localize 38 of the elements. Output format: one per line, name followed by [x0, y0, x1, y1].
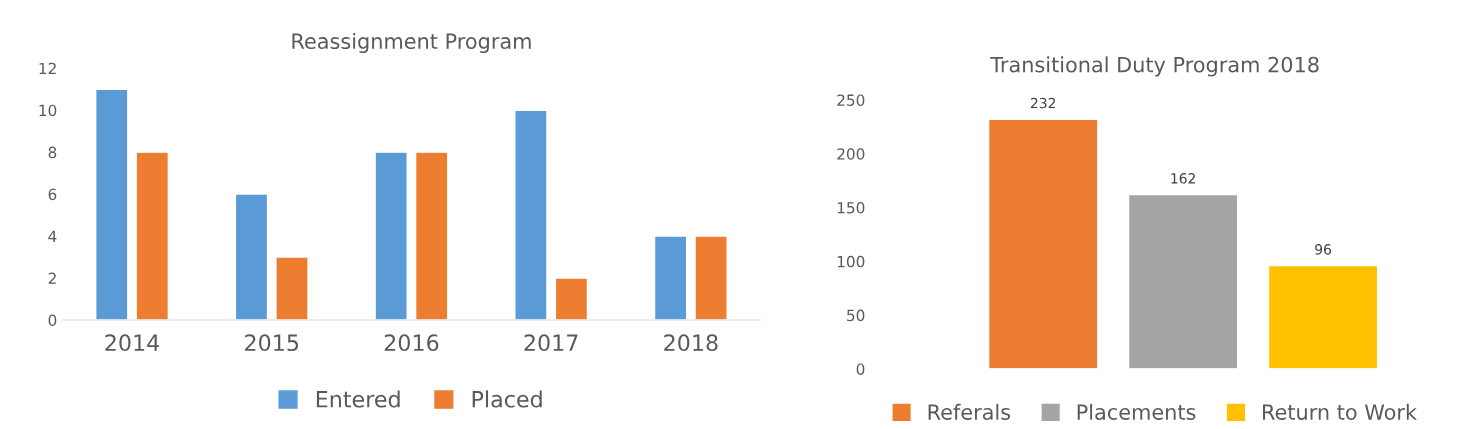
x-tick-label: 2017 — [524, 334, 578, 352]
y-tick-label: 200 — [837, 148, 865, 160]
y-tick-label: 10 — [39, 104, 57, 117]
y-tick-label: 0 — [856, 363, 865, 375]
y-tick-label: 250 — [837, 94, 865, 106]
bar — [275, 256, 309, 321]
y-tick-label: 6 — [48, 188, 57, 201]
legend-label: Placements — [1077, 403, 1196, 420]
bar — [653, 235, 688, 321]
y-tick-label: 4 — [48, 230, 57, 242]
bar — [694, 235, 728, 321]
y-tick-label: 8 — [48, 146, 57, 159]
bar — [414, 151, 449, 321]
bar — [514, 109, 548, 321]
bar — [135, 151, 170, 321]
legend-label: Referals — [928, 403, 1011, 420]
bar — [374, 151, 408, 321]
x-tick-label: 2018 — [664, 334, 718, 352]
y-tick-label: 2 — [48, 272, 56, 284]
y-tick-label: 12 — [39, 62, 56, 75]
data-label: 232 — [1030, 97, 1056, 109]
x-tick-label: 2014 — [105, 334, 160, 352]
bar — [234, 193, 269, 321]
y-tick-label: 50 — [847, 309, 865, 322]
x-tick-label: 2016 — [384, 334, 439, 352]
data-label: 162 — [1171, 173, 1195, 184]
legend-label: Entered — [316, 390, 400, 408]
bar — [94, 88, 129, 321]
legend-label: Placed — [472, 390, 542, 408]
legend-label: Return to Work — [1263, 403, 1417, 420]
y-tick-label: 150 — [837, 202, 865, 214]
y-tick-label: 100 — [837, 255, 865, 268]
bar — [554, 277, 589, 321]
y-tick-label: 0 — [48, 314, 57, 327]
chart-title: Reassignment Program — [292, 32, 531, 54]
chart-title: Transitional Duty Program 2018 — [990, 56, 1319, 77]
data-label: 96 — [1315, 244, 1332, 255]
x-tick-label: 2015 — [245, 334, 299, 352]
